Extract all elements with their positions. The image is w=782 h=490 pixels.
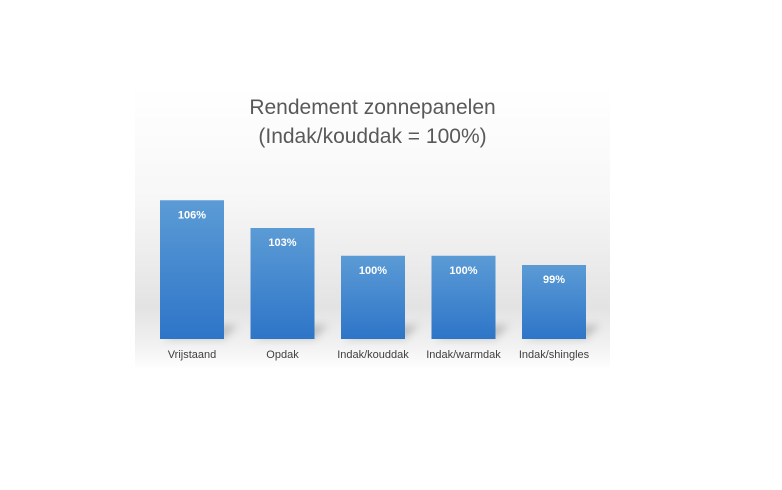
bar-opdak	[250, 228, 315, 339]
category-label: Indak/kouddak	[337, 349, 409, 361]
bar-indak-warmdak	[431, 255, 496, 339]
bar-indak-kouddak	[341, 255, 405, 339]
chart-title-line: Rendement zonnepanelen	[249, 96, 496, 119]
category-label: Indak/shingles	[519, 349, 590, 361]
category-label: Indak/warmdak	[426, 349, 501, 361]
bars	[160, 200, 586, 339]
bar-value-label: 100%	[449, 265, 477, 277]
category-label: Vrijstaand	[168, 349, 217, 361]
bar-value-label: 106%	[178, 209, 206, 221]
chart-subtitle-line: (Indak/kouddak = 100%)	[258, 125, 487, 148]
bar-value-label: 100%	[359, 265, 387, 277]
category-label: Opdak	[266, 349, 299, 361]
bar-indak-shingles	[522, 265, 586, 339]
bar-vrijstaand	[160, 200, 224, 339]
category-labels: Vrijstaand Opdak Indak/kouddak Indak/warmda…	[168, 349, 590, 361]
bar-value-label: 99%	[543, 274, 565, 286]
bar-value-labels: 106% 103% 100% 100% 99%	[178, 209, 565, 286]
bar-value-label: 103%	[268, 237, 296, 249]
chart-title: Rendement zonnepanelen (Indak/kouddak = …	[135, 93, 610, 151]
